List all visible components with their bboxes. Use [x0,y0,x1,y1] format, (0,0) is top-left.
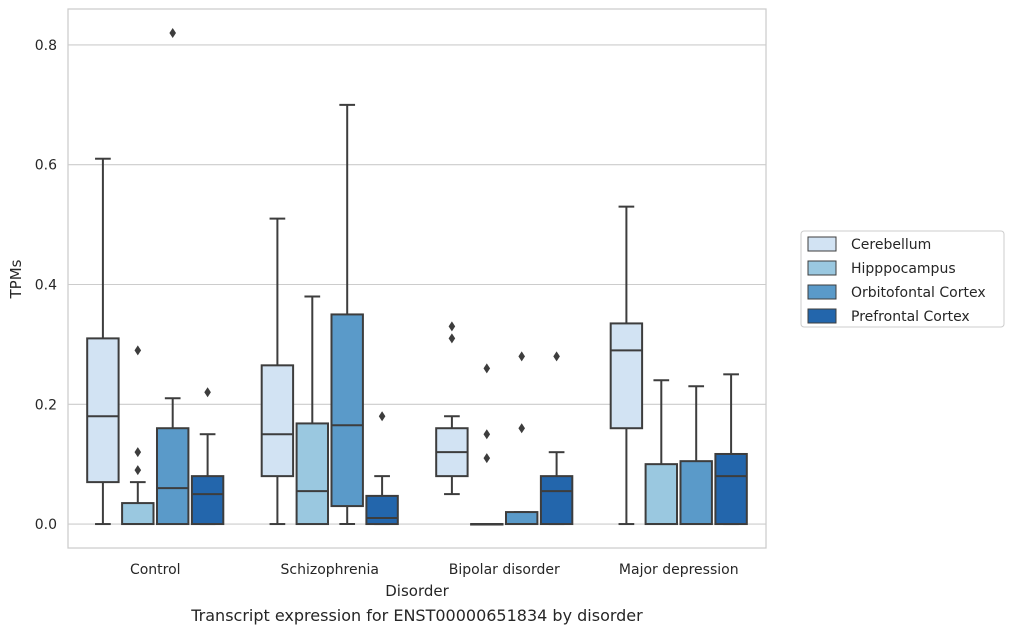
box-iqr [365,494,399,526]
outlier-point [483,429,491,440]
legend-label: Orbitofontal Cortex [851,285,986,301]
box-iqr [155,427,190,526]
box-orbitofontal-cortex [679,385,713,526]
x-axis-label: Disorder [385,582,449,600]
box-iqr [190,475,225,526]
box-cerebellum [609,205,644,526]
box-cerebellum [86,157,120,526]
legend-label: Hipppocampus [851,261,956,277]
y-tick-label: 0.8 [35,38,57,54]
x-tick-label: Control [130,562,181,578]
box-prefrontal-cortex [714,373,748,526]
box-iqr [679,460,713,526]
outlier-point [483,453,491,464]
legend-swatch [807,236,837,252]
box-hipppocampus [121,345,155,526]
outlier-point [448,321,456,332]
box-hipppocampus [295,295,330,526]
box-iqr [260,364,295,478]
y-tick-label: 0.0 [35,517,57,533]
outlier-point [518,423,525,434]
box-iqr [644,463,679,526]
legend-label: Prefrontal Cortex [851,309,970,325]
x-tick-labels: Control Schizophrenia Bipolar disorder Majo… [130,562,739,578]
box-orbitofontal-cortex [330,103,364,526]
box-cerebellum [435,321,469,496]
box-iqr [714,452,748,526]
box-iqr [539,475,574,526]
y-tick-label: 0.2 [35,397,57,413]
legend-swatch [807,284,837,300]
y-axis-label: TPMs [7,259,25,299]
outlier-point [134,465,142,476]
box-iqr [330,313,364,508]
box-orbitofontal-cortex [155,27,190,526]
box-iqr [121,502,155,526]
box-prefrontal-cortex [539,351,574,526]
box-prefrontal-cortex [190,387,225,526]
outlier-point [134,447,142,458]
box-prefrontal-cortex [365,411,399,526]
outlier-point [169,27,176,38]
legend-swatch [807,308,837,324]
outlier-point [134,345,142,356]
legend: Cerebellum Hipppocampus Orbitofontal Corte… [800,230,1005,328]
box-hipppocampus [644,379,679,526]
box-iqr [504,511,539,526]
y-tick-label: 0.4 [35,277,57,293]
x-tick-label: Schizophrenia [281,562,379,578]
outlier-point [204,387,211,398]
y-tick-label: 0.6 [35,158,57,174]
outlier-point [378,411,386,422]
box-marks [86,27,748,526]
figure-caption: Transcript expression for ENST0000065183… [191,606,643,625]
outlier-point [553,351,560,362]
outlier-point [518,351,525,362]
box-iqr [86,337,120,484]
outlier-point [448,333,456,344]
box-hipppocampus [470,363,504,526]
outlier-point [483,363,491,374]
box-iqr [295,422,330,526]
x-tick-label: Bipolar disorder [449,562,560,578]
legend-swatch [807,260,837,276]
box-cerebellum [260,217,295,526]
plot-area-frame [67,8,767,549]
x-tick-label: Major depression [619,562,739,578]
y-tick-labels: 0.0 0.2 0.4 0.6 0.8 [35,38,57,533]
box-orbitofontal-cortex [504,351,539,526]
legend-frame [800,230,1005,328]
box-iqr [609,322,644,430]
legend-label: Cerebellum [851,237,931,253]
